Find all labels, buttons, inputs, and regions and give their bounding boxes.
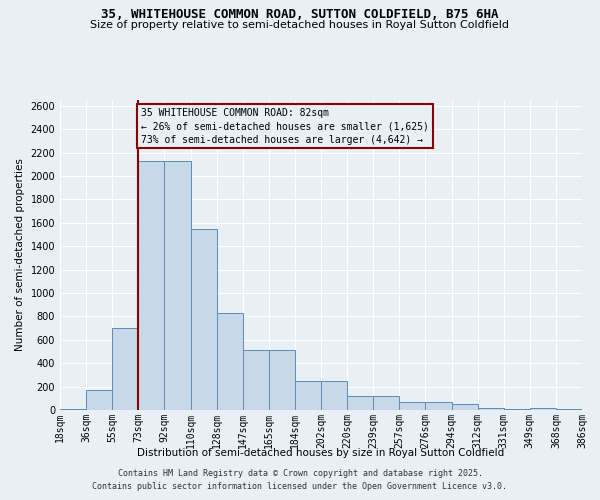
Bar <box>347 396 373 410</box>
Bar <box>425 402 452 410</box>
Bar <box>112 328 139 410</box>
Bar <box>400 402 425 410</box>
Bar <box>478 408 504 410</box>
Bar <box>191 228 217 410</box>
Bar <box>139 161 164 410</box>
Bar <box>373 396 400 410</box>
Bar <box>530 408 556 410</box>
Bar <box>295 381 321 410</box>
Text: Contains HM Land Registry data © Crown copyright and database right 2025.
Contai: Contains HM Land Registry data © Crown c… <box>92 470 508 491</box>
Bar <box>164 161 191 410</box>
Bar <box>86 390 112 410</box>
Bar <box>242 350 269 410</box>
Text: Size of property relative to semi-detached houses in Royal Sutton Coldfield: Size of property relative to semi-detach… <box>91 20 509 30</box>
Bar <box>269 350 295 410</box>
Y-axis label: Number of semi-detached properties: Number of semi-detached properties <box>15 158 25 352</box>
Text: Distribution of semi-detached houses by size in Royal Sutton Coldfield: Distribution of semi-detached houses by … <box>137 448 505 458</box>
Bar <box>60 409 86 410</box>
Text: 35, WHITEHOUSE COMMON ROAD, SUTTON COLDFIELD, B75 6HA: 35, WHITEHOUSE COMMON ROAD, SUTTON COLDF… <box>101 8 499 20</box>
Bar <box>217 313 243 410</box>
Text: 35 WHITEHOUSE COMMON ROAD: 82sqm
← 26% of semi-detached houses are smaller (1,62: 35 WHITEHOUSE COMMON ROAD: 82sqm ← 26% o… <box>141 108 429 144</box>
Bar <box>321 381 347 410</box>
Bar <box>452 404 478 410</box>
